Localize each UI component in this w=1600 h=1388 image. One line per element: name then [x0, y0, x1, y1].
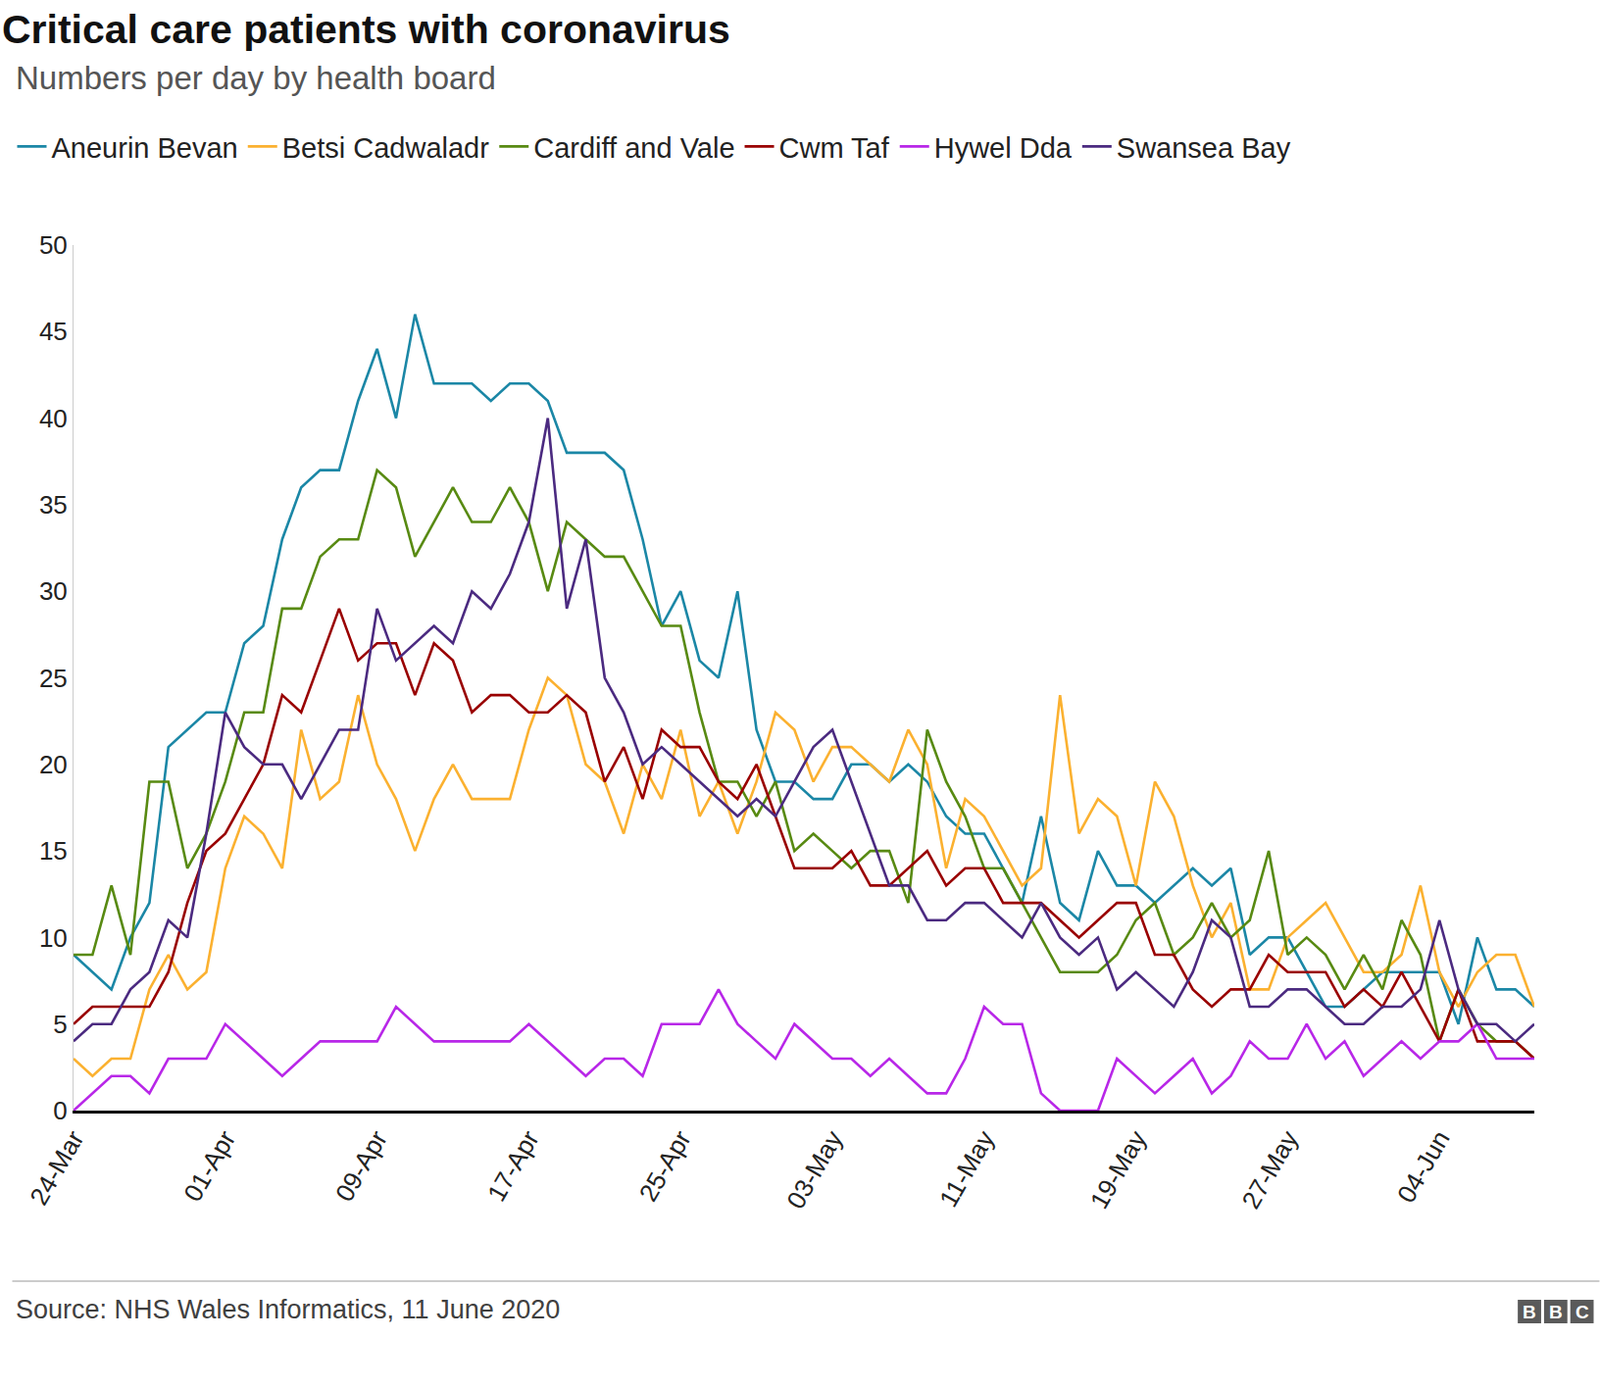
svg-text:Betsi Cadwaladr: Betsi Cadwaladr [282, 132, 490, 164]
svg-text:24-Mar: 24-Mar [23, 1125, 90, 1211]
svg-text:45: 45 [39, 316, 68, 347]
svg-text:Cardiff and Vale: Cardiff and Vale [533, 132, 735, 164]
svg-text:35: 35 [39, 490, 68, 520]
svg-text:Hywel Dda: Hywel Dda [934, 132, 1073, 164]
svg-text:50: 50 [39, 230, 68, 260]
svg-text:Numbers per day by health boar: Numbers per day by health board [15, 59, 497, 97]
svg-text:03-May: 03-May [780, 1125, 849, 1214]
svg-text:40: 40 [39, 403, 68, 434]
svg-text:5: 5 [52, 1009, 67, 1040]
svg-text:25-Apr: 25-Apr [633, 1125, 698, 1207]
svg-text:Critical care patients with co: Critical care patients with coronavirus [1, 6, 731, 52]
svg-text:20: 20 [39, 750, 68, 780]
svg-text:17-Apr: 17-Apr [481, 1125, 546, 1207]
svg-text:30: 30 [39, 576, 68, 606]
svg-text:19-May: 19-May [1084, 1125, 1152, 1214]
svg-text:B: B [1549, 1301, 1563, 1323]
svg-text:Aneurin Bevan: Aneurin Bevan [51, 132, 239, 164]
svg-text:25: 25 [39, 663, 68, 694]
svg-text:01-Apr: 01-Apr [177, 1125, 242, 1207]
svg-text:15: 15 [39, 836, 68, 866]
svg-text:11-May: 11-May [933, 1125, 1000, 1212]
svg-text:Cwm Taf: Cwm Taf [779, 132, 891, 164]
svg-text:B: B [1522, 1301, 1537, 1323]
svg-text:27-May: 27-May [1236, 1125, 1304, 1214]
svg-text:Source: NHS Wales Informatics,: Source: NHS Wales Informatics, 11 June 2… [15, 1295, 560, 1325]
svg-text:0: 0 [52, 1096, 67, 1126]
svg-text:09-Apr: 09-Apr [329, 1125, 394, 1207]
svg-text:C: C [1575, 1301, 1590, 1323]
svg-text:10: 10 [39, 923, 68, 953]
svg-text:Swansea Bay: Swansea Bay [1116, 132, 1292, 164]
svg-text:04-Jun: 04-Jun [1391, 1125, 1456, 1208]
